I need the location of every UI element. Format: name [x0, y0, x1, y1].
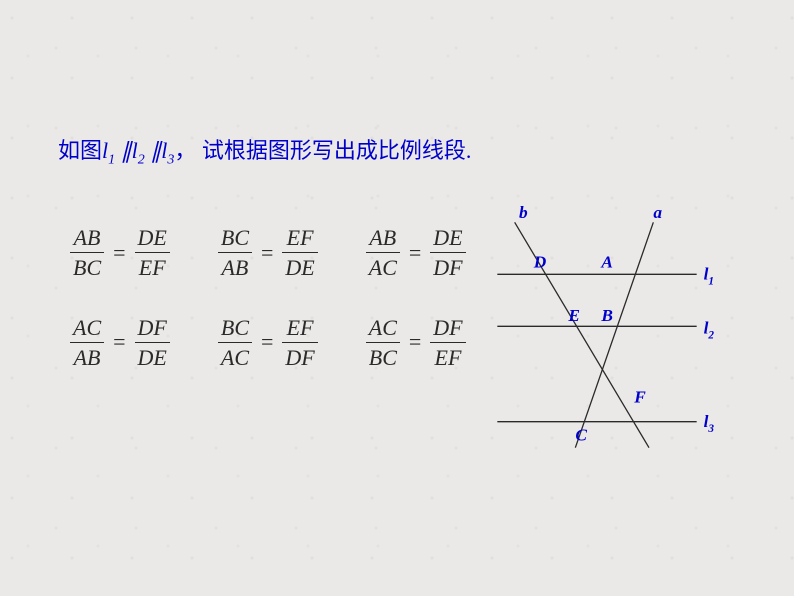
ratio-eq: ACBC = DFEF — [366, 315, 466, 371]
label-a: a — [653, 203, 662, 222]
label-l3: l3 — [704, 412, 715, 435]
title-suffix: ， 试根据图形写出成比例线段. — [174, 138, 471, 163]
ratio-eq: ABAC = DEDF — [366, 225, 466, 281]
label-F: F — [633, 388, 646, 407]
title-par1: ∥ — [115, 138, 132, 163]
ratio-eq: BCAC = EFDF — [218, 315, 318, 371]
label-l2: l2 — [704, 318, 715, 341]
title-prefix: 如图 — [58, 138, 102, 163]
title-s2: 2 — [138, 152, 145, 167]
ratio-eq: BCAB = EFDE — [218, 225, 318, 281]
ratio-row-1: ABBC = DEEF BCAB = EFDE ABAC = DEDF — [70, 225, 466, 281]
label-l1: l1 — [704, 265, 714, 288]
label-E: E — [567, 306, 580, 325]
title-par2: ∥ — [145, 138, 162, 163]
label-C: C — [575, 426, 587, 445]
label-D: D — [533, 252, 547, 271]
ratio-equations: ABBC = DEEF BCAB = EFDE ABAC = DEDF ACAB… — [70, 225, 466, 404]
line-a — [575, 222, 653, 447]
geometry-diagram: b a D A E B F C l1 l2 l3 — [470, 205, 750, 465]
problem-title: 如图l1 ∥l2 ∥l3， 试根据图形写出成比例线段. — [58, 133, 471, 168]
ratio-eq: ACAB = DFDE — [70, 315, 170, 371]
label-A: A — [600, 252, 613, 271]
ratio-eq: ABBC = DEEF — [70, 225, 170, 281]
label-B: B — [600, 306, 613, 325]
ratio-row-2: ACAB = DFDE BCAC = EFDF ACBC = DFEF — [70, 315, 466, 371]
label-b: b — [519, 203, 528, 222]
